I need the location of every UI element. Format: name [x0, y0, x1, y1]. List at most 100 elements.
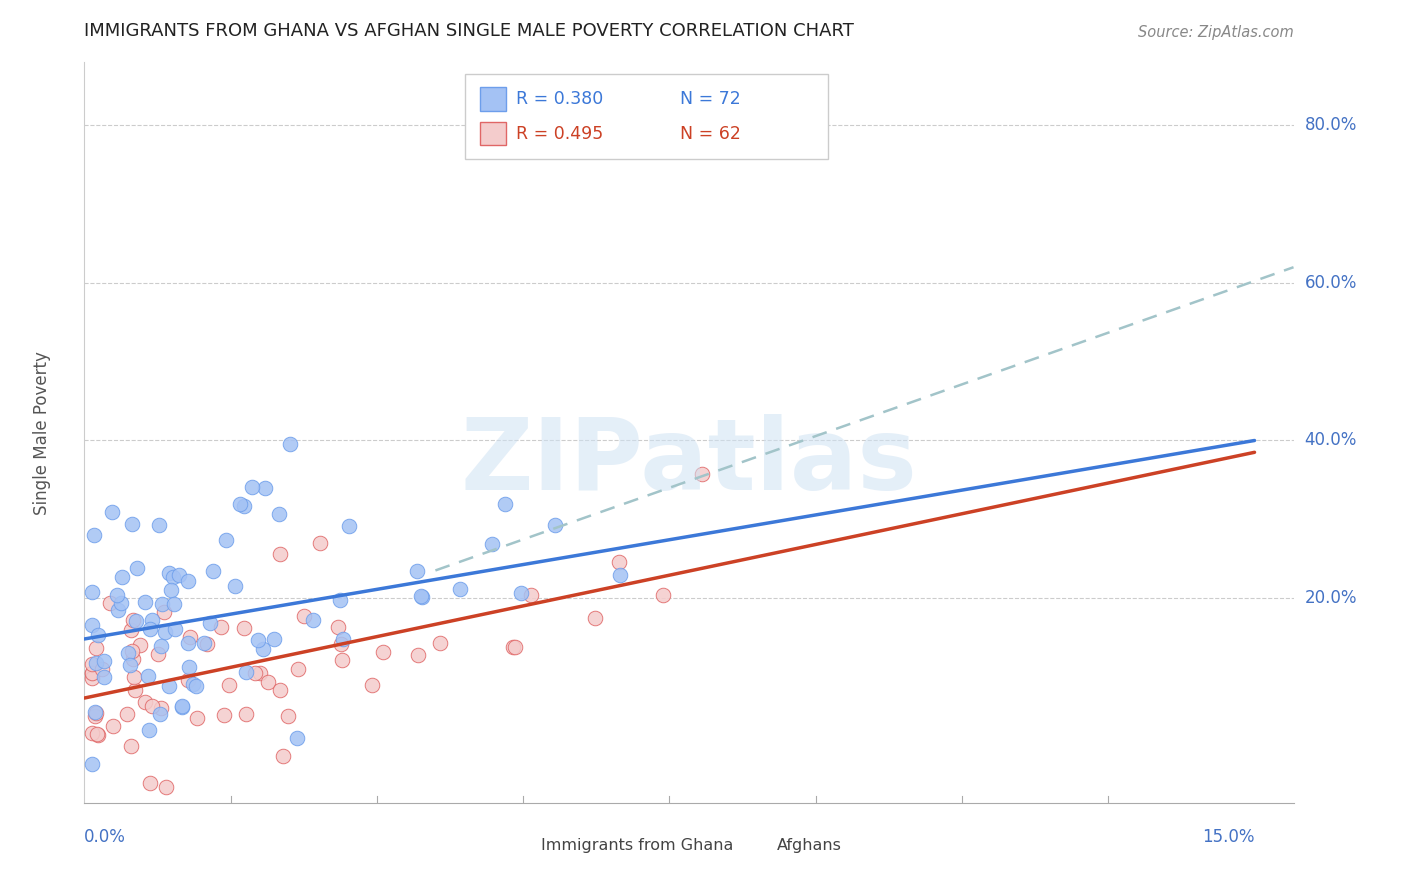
Point — [292, 608, 315, 623]
Point — [86, 706, 108, 720]
Point — [332, 632, 354, 646]
Point — [82, 756, 104, 771]
Point — [152, 598, 174, 612]
Point — [411, 589, 433, 603]
Point — [361, 678, 384, 692]
Point — [170, 700, 193, 714]
Point — [406, 648, 429, 662]
Text: R = 0.495: R = 0.495 — [516, 125, 603, 143]
Text: 40.0%: 40.0% — [1305, 432, 1357, 450]
Point — [138, 723, 160, 738]
Point — [124, 683, 146, 698]
Point — [139, 622, 162, 636]
Point — [181, 676, 204, 690]
Point — [129, 638, 152, 652]
Point — [98, 596, 121, 610]
Point — [82, 617, 104, 632]
Point — [82, 726, 104, 740]
Point — [125, 614, 148, 628]
Point — [218, 678, 240, 692]
Point — [186, 711, 208, 725]
Point — [179, 630, 201, 644]
Point — [101, 506, 124, 520]
Text: N = 72: N = 72 — [681, 90, 741, 108]
Point — [253, 481, 276, 495]
Point — [111, 570, 134, 584]
Point — [209, 620, 232, 634]
Point — [232, 621, 254, 635]
Point — [163, 597, 186, 611]
Point — [195, 637, 218, 651]
Point — [149, 701, 172, 715]
Point — [287, 662, 309, 676]
Point — [271, 748, 294, 763]
Point — [127, 561, 149, 575]
Point — [502, 640, 524, 654]
Point — [235, 665, 257, 679]
Point — [134, 595, 156, 609]
Point — [337, 518, 360, 533]
Point — [136, 669, 159, 683]
Point — [406, 565, 429, 579]
Point — [411, 590, 433, 604]
Text: R = 0.380: R = 0.380 — [516, 90, 603, 108]
Point — [449, 582, 471, 596]
Point — [177, 635, 200, 649]
Point — [141, 613, 163, 627]
Point — [82, 585, 104, 599]
Point — [177, 673, 200, 688]
Point — [134, 695, 156, 709]
Point — [120, 739, 142, 753]
Point — [224, 579, 246, 593]
Point — [202, 564, 225, 578]
Point — [165, 622, 187, 636]
Point — [82, 666, 104, 681]
Point — [105, 588, 128, 602]
FancyBboxPatch shape — [479, 121, 506, 145]
Point — [84, 641, 107, 656]
Point — [256, 674, 278, 689]
Point — [167, 568, 190, 582]
Point — [82, 657, 104, 671]
Text: Source: ZipAtlas.com: Source: ZipAtlas.com — [1137, 25, 1294, 40]
Point — [139, 775, 162, 789]
Point — [83, 705, 105, 719]
Point — [263, 632, 285, 647]
FancyBboxPatch shape — [465, 73, 828, 159]
Text: 15.0%: 15.0% — [1202, 828, 1254, 846]
Text: Afghans: Afghans — [778, 838, 842, 854]
Point — [690, 467, 713, 481]
Point — [115, 706, 138, 721]
Text: N = 62: N = 62 — [681, 125, 741, 143]
Point — [117, 646, 139, 660]
Point — [233, 499, 256, 513]
Point — [269, 507, 291, 521]
Point — [93, 654, 115, 668]
Point — [121, 613, 143, 627]
Point — [153, 605, 176, 619]
Point — [228, 497, 250, 511]
Point — [148, 518, 170, 533]
Point — [371, 645, 394, 659]
Point — [429, 636, 451, 650]
Point — [83, 528, 105, 542]
Point — [212, 708, 235, 723]
Text: 0.0%: 0.0% — [84, 828, 127, 846]
Text: Single Male Poverty: Single Male Poverty — [32, 351, 51, 515]
Point — [157, 679, 180, 693]
Point — [309, 536, 332, 550]
Point — [252, 642, 274, 657]
Point — [150, 640, 173, 654]
Point — [101, 719, 124, 733]
Point — [170, 699, 193, 714]
Point — [328, 620, 350, 634]
Point — [141, 698, 163, 713]
Point — [146, 647, 169, 661]
FancyBboxPatch shape — [495, 837, 534, 855]
Text: IMMIGRANTS FROM GHANA VS AFGHAN SINGLE MALE POVERTY CORRELATION CHART: IMMIGRANTS FROM GHANA VS AFGHAN SINGLE M… — [84, 22, 855, 40]
Point — [93, 670, 115, 684]
Point — [200, 615, 222, 630]
Point — [83, 708, 105, 723]
Text: 80.0%: 80.0% — [1305, 117, 1357, 135]
Point — [155, 625, 177, 640]
